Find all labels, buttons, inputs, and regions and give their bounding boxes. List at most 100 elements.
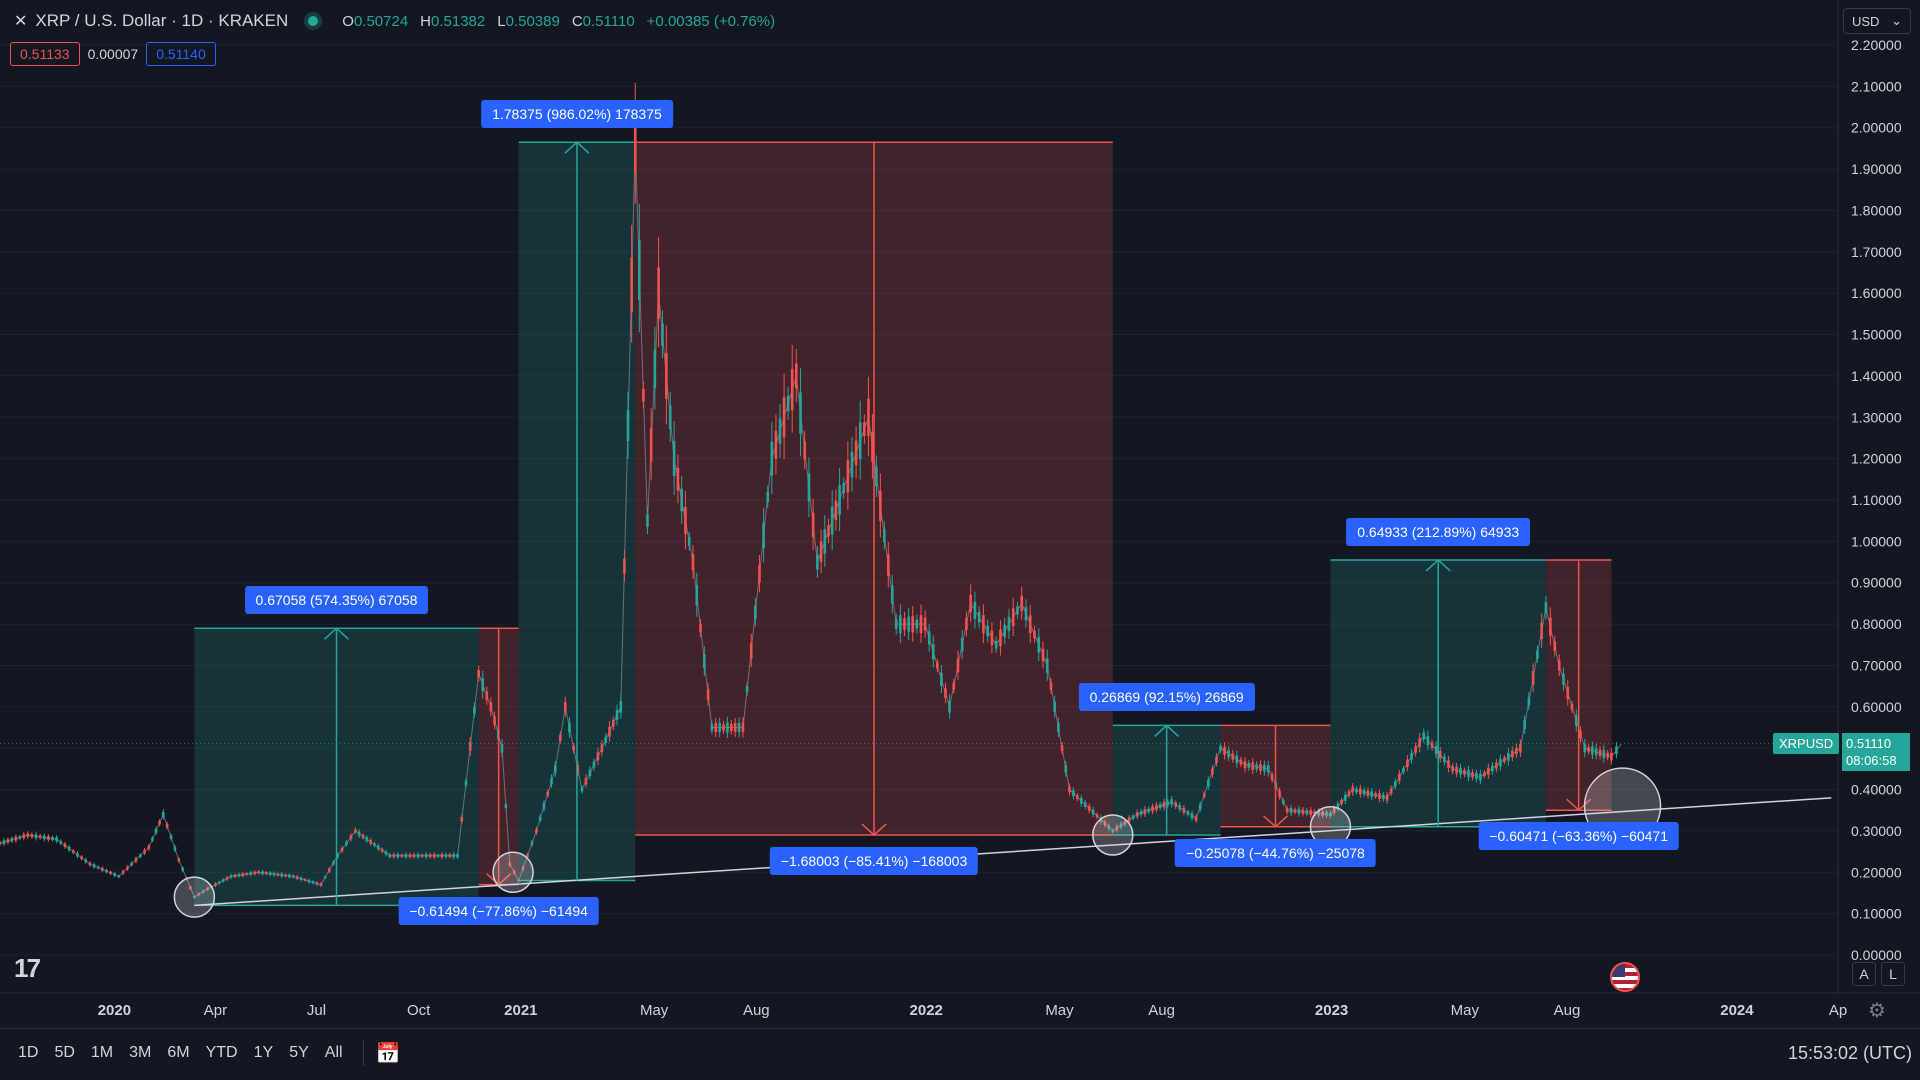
candle-body [1370,791,1374,798]
low-value: 0.50389 [505,12,560,30]
candle-body [392,854,396,858]
pivot-circle-marker [492,851,534,894]
measure-label[interactable]: 0.26869 (92.15%) 26869 [1078,683,1255,712]
tradingview-logo-icon[interactable]: 17 [14,953,41,983]
measure-label[interactable]: 0.67058 (574.35%) 67058 [244,586,429,615]
measure-label[interactable]: −0.25078 (−44.76%) −25078 [1175,838,1376,867]
candle-body [960,638,964,652]
candle-body [1366,790,1370,796]
range-all[interactable]: All [324,1044,343,1061]
candle-body [1570,703,1574,710]
auto-scale-button[interactable]: A [1852,962,1876,986]
candle-body [1255,764,1258,770]
candle-body [1536,650,1539,659]
calendar-icon[interactable]: 📅 [375,1042,401,1065]
candle-body [1336,803,1340,809]
candle-body [883,528,886,543]
candle-body [1340,799,1343,804]
close-icon[interactable]: ✕ [14,13,28,30]
candle-body [1139,811,1143,815]
candle-body [619,701,623,713]
chevron-down-icon: ⌄ [1891,13,1902,28]
candle-body [676,468,680,491]
buy-price-button[interactable]: 0.51140 [146,42,216,66]
candle-body [733,723,737,732]
measure-arrow-head [861,823,887,837]
price-scale[interactable]: 2.20000 2.10000 2.00000 1.90000 1.80000 1.700… [1837,0,1920,1000]
range-6m[interactable]: 6M [167,1044,190,1061]
price-tick-label: 0.10000 [1851,906,1902,922]
price-line [0,144,1622,898]
measure-label[interactable]: −0.61494 (−77.86%) −61494 [398,896,599,925]
pivot-circle-marker [1092,814,1134,856]
candle-body [1329,812,1332,817]
measure-label[interactable]: 0.64933 (212.89%) 64933 [1346,517,1531,546]
candle-body [1266,765,1270,773]
candle-body [1259,764,1262,771]
range-1y[interactable]: 1Y [253,1044,274,1061]
candle-body [871,431,874,462]
measure-label[interactable]: 1.78375 (986.02%) 178375 [481,100,673,129]
candle-body [1293,809,1297,813]
candle-body [47,836,50,840]
candle-body [1076,795,1079,799]
candle-body [1147,808,1151,812]
candle-body [1079,798,1083,804]
candle-body [649,428,653,462]
measure-arrow-head [1425,558,1451,572]
measure-label[interactable]: −1.68003 (−85.41%) −168003 [769,847,979,876]
range-1m[interactable]: 1M [90,1044,114,1061]
price-tick-label: 0.70000 [1851,657,1902,673]
us-flag-icon[interactable] [1610,962,1640,992]
range-5y[interactable]: 5Y [289,1044,309,1061]
range-5d[interactable]: 5D [54,1044,75,1061]
price-tick-label: 1.90000 [1851,161,1902,177]
symbol-title[interactable]: XRP / U.S. Dollar · 1D · KRAKEN [35,11,289,30]
range-1d[interactable]: 1D [18,1044,39,1061]
candle-body [396,854,400,858]
candle-body [481,678,485,692]
candle-body [887,554,890,576]
range-3m[interactable]: 3M [129,1044,152,1061]
sell-price-button[interactable]: 0.51133 [10,42,80,66]
candle-body [1359,788,1362,795]
candle-body [336,854,339,858]
candle-body [1278,790,1281,797]
candle-body [1531,671,1535,685]
time-tick-label: May [1045,1002,1074,1019]
candle-body [1178,805,1182,810]
candle-body [2,840,6,844]
log-scale-button[interactable]: L [1881,962,1905,986]
candle-body [572,745,575,751]
price-series [0,82,1622,899]
candle-body [1107,825,1111,830]
trendline[interactable] [194,797,1832,907]
measure-label[interactable]: −0.60471 (−63.36%) −60471 [1478,822,1679,851]
time-axis[interactable]: 2020 Apr Jul Oct 2021 May Aug 2022 May Aug 2023 May… [0,992,1920,1019]
candle-body [452,854,455,858]
candle-body [638,239,641,300]
candle-body [1119,823,1123,828]
range-ytd[interactable]: YTD [205,1044,238,1061]
candle-body [261,871,264,875]
candle-body [315,882,319,885]
utc-clock[interactable]: 15:53:02 (UTC) [1787,1042,1912,1063]
candle-body [990,630,994,646]
candle-body [890,585,894,604]
candle-body [1064,765,1068,773]
candle-body [879,490,882,521]
candle-body [1495,762,1498,769]
candle-body [1207,780,1210,787]
candle-body [546,791,550,796]
candle-body [76,853,79,857]
candle-body [1467,770,1470,778]
gear-icon[interactable]: ⚙ [1868,1000,1886,1022]
candle-body [30,834,34,838]
currency-select[interactable]: USD ⌄ [1843,8,1911,34]
candle-body [758,565,761,583]
candle-body [1491,765,1494,772]
candle-body [1574,715,1578,726]
candle-body [1385,794,1389,801]
candle-body [940,672,943,686]
